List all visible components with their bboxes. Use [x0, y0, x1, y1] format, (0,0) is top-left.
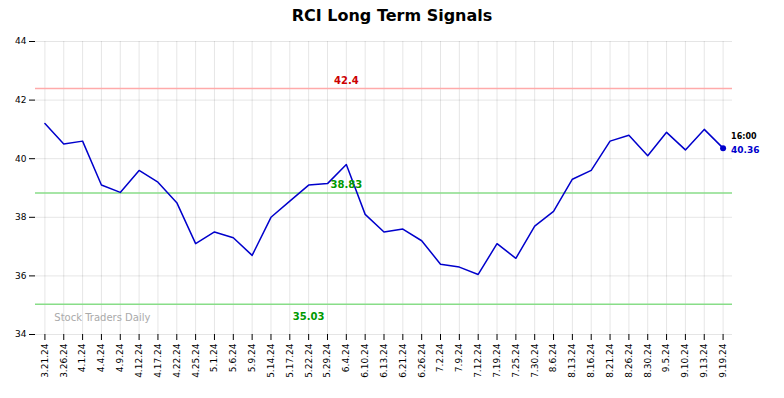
svg-text:8.21.24: 8.21.24 — [605, 343, 615, 378]
svg-text:6.21.24: 6.21.24 — [398, 343, 408, 378]
svg-text:8.30.24: 8.30.24 — [643, 343, 653, 378]
svg-text:34: 34 — [15, 329, 27, 339]
svg-text:42: 42 — [15, 95, 26, 105]
svg-text:9.10.24: 9.10.24 — [680, 343, 690, 378]
svg-text:6.10.24: 6.10.24 — [360, 343, 370, 378]
svg-text:7.2.24: 7.2.24 — [435, 343, 445, 372]
svg-text:5.29.24: 5.29.24 — [322, 343, 332, 378]
svg-text:5.1.24: 5.1.24 — [209, 343, 219, 372]
svg-text:6.26.24: 6.26.24 — [417, 343, 427, 378]
svg-text:8.13.24: 8.13.24 — [567, 343, 577, 378]
svg-text:4.17.24: 4.17.24 — [153, 343, 163, 378]
svg-text:4.9.24: 4.9.24 — [115, 343, 125, 372]
svg-text:40: 40 — [15, 154, 27, 164]
svg-text:8.26.24: 8.26.24 — [624, 343, 634, 378]
svg-text:4.22.24: 4.22.24 — [172, 343, 182, 378]
svg-text:35.03: 35.03 — [293, 311, 325, 322]
svg-text:5.22.24: 5.22.24 — [304, 343, 314, 378]
svg-text:9.5.24: 9.5.24 — [661, 343, 671, 372]
svg-text:4.1.24: 4.1.24 — [77, 343, 87, 372]
svg-text:8.6.24: 8.6.24 — [548, 343, 558, 372]
svg-text:5.9.24: 5.9.24 — [247, 343, 257, 372]
svg-text:7.30.24: 7.30.24 — [530, 343, 540, 378]
html-text:RCI Long Term Signals: RCI Long Term Signals — [291, 6, 493, 25]
svg-text:6.4.24: 6.4.24 — [341, 343, 351, 372]
svg-text:4.25.24: 4.25.24 — [191, 343, 201, 378]
svg-text:Stock Traders Daily: Stock Traders Daily — [54, 312, 150, 323]
svg-text:4.12.24: 4.12.24 — [134, 343, 144, 378]
svg-text:7.12.24: 7.12.24 — [473, 343, 483, 378]
svg-text:9.19.24: 9.19.24 — [718, 343, 728, 378]
svg-text:16:00: 16:00 — [731, 132, 757, 141]
svg-text:7.9.24: 7.9.24 — [454, 343, 464, 372]
svg-text:7.19.24: 7.19.24 — [492, 343, 502, 378]
svg-text:44: 44 — [15, 36, 27, 46]
svg-text:5.6.24: 5.6.24 — [228, 343, 238, 372]
svg-text:3.26.24: 3.26.24 — [59, 343, 69, 378]
svg-text:4.4.24: 4.4.24 — [96, 343, 106, 372]
svg-text:3.21.24: 3.21.24 — [40, 343, 50, 378]
svg-text:40.36: 40.36 — [731, 145, 759, 155]
svg-text:42.4: 42.4 — [334, 75, 359, 86]
svg-text:38.83: 38.83 — [331, 179, 363, 190]
svg-text:8.16.24: 8.16.24 — [586, 343, 596, 378]
svg-text:5.17.24: 5.17.24 — [285, 343, 295, 378]
svg-text:36: 36 — [15, 271, 27, 281]
svg-text:9.13.24: 9.13.24 — [699, 343, 709, 378]
svg-text:7.25.24: 7.25.24 — [511, 343, 521, 378]
svg-text:5.14.24: 5.14.24 — [266, 343, 276, 378]
svg-text:38: 38 — [15, 212, 27, 222]
svg-text:6.13.24: 6.13.24 — [379, 343, 389, 378]
